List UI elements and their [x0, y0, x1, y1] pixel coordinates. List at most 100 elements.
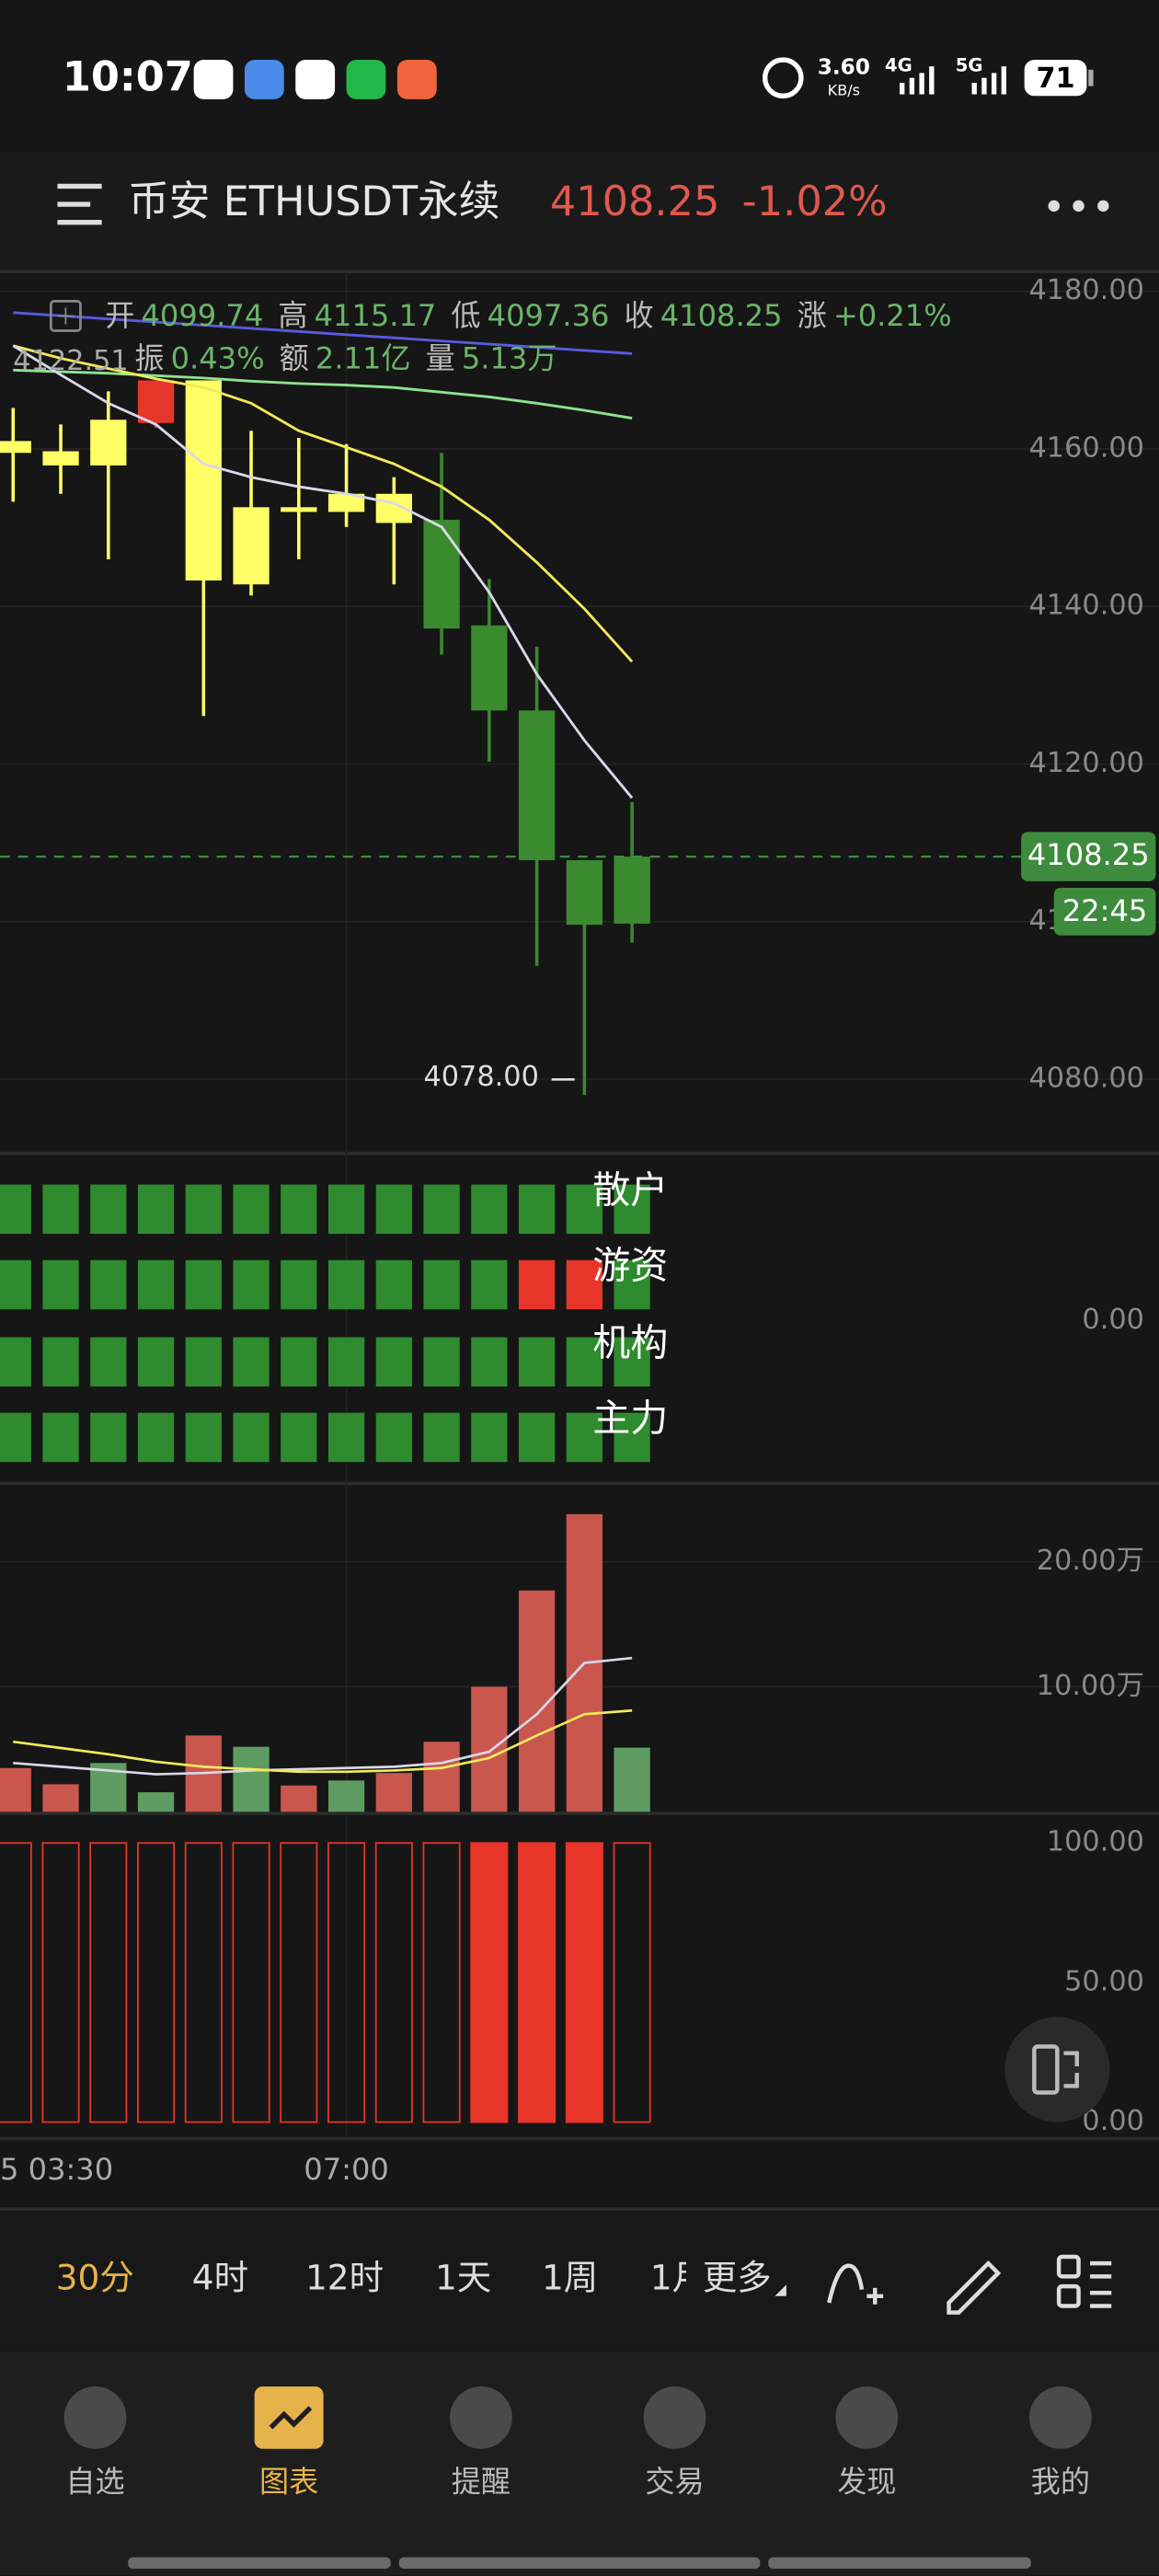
- flow-cell: [281, 1184, 317, 1235]
- stat-value: 5.13万: [462, 341, 557, 376]
- flow-row-label: 主力: [592, 1397, 668, 1441]
- timeframe-tab[interactable]: 1周: [542, 2257, 598, 2297]
- symbol-title[interactable]: 币安 ETHUSDT永续: [128, 178, 499, 225]
- nav-items: 自选 图表 提醒 交易 发现 我的: [63, 2386, 1092, 2499]
- battery-tip: [1088, 69, 1094, 86]
- nav-label[interactable]: 我的: [1031, 2464, 1090, 2499]
- header-bar: [0, 151, 1159, 270]
- stat-value: 4115.17: [315, 298, 437, 333]
- stat-value: 2.11亿: [316, 341, 411, 376]
- y-tick-label: 0.00: [1082, 1304, 1144, 1336]
- volume-bar: [614, 1747, 650, 1812]
- volume-bar: [233, 1746, 270, 1812]
- timeframe-tab[interactable]: 30分: [56, 2257, 134, 2297]
- home-indicator: [128, 2557, 1031, 2570]
- y-tick-label: 4160.00: [1029, 431, 1144, 464]
- flow-cell: [471, 1412, 508, 1463]
- flow-cell: [614, 1337, 650, 1387]
- flow-cell: [90, 1259, 127, 1310]
- header-price: 4108.25: [550, 178, 719, 225]
- draw-button[interactable]: [947, 2260, 1002, 2315]
- more-bg: [686, 2249, 801, 2310]
- flow-cell: [185, 1412, 222, 1463]
- flow-cell: [185, 1184, 222, 1235]
- indicator-button[interactable]: [827, 2263, 865, 2304]
- bottom-nav: [0, 2352, 1159, 2576]
- flow-cell: [518, 1184, 556, 1235]
- countdown: 22:45: [1062, 893, 1148, 928]
- flow-cell: [518, 1412, 556, 1463]
- flow-cell: [90, 1412, 127, 1463]
- nav-icon: [63, 2386, 127, 2449]
- volume-ma-line: [13, 1708, 633, 1774]
- float-icon: [1032, 2044, 1060, 2095]
- overlay: [49, 300, 82, 332]
- nav-label[interactable]: 交易: [645, 2464, 704, 2499]
- candle-body: [185, 380, 222, 581]
- flow-cell: [518, 1337, 556, 1387]
- flow-cell: [327, 1337, 365, 1387]
- header-change: -1.02%: [742, 178, 888, 225]
- timeframe-tab[interactable]: 更多: [703, 2257, 772, 2297]
- ma-overlay-label: 4122.51: [13, 345, 128, 377]
- nav-icon-glyph: [269, 2406, 313, 2430]
- stat-label: 开: [105, 298, 134, 333]
- more-button[interactable]: [1048, 200, 1109, 213]
- candle-body: [614, 857, 650, 924]
- timeframe-tab[interactable]: 4时: [192, 2257, 248, 2297]
- flow-cell: [0, 1184, 31, 1235]
- candle-body: [471, 625, 508, 711]
- volume-bar: [375, 1773, 412, 1812]
- flow-cell: [471, 1337, 508, 1387]
- volume-ma-line: [13, 1656, 633, 1776]
- layout-button[interactable]: [1056, 2254, 1112, 2308]
- flow-cell: [281, 1337, 317, 1387]
- nav-label[interactable]: 发现: [837, 2464, 896, 2499]
- flow-cell: [327, 1412, 365, 1463]
- net-4g: 4G: [885, 55, 912, 76]
- candle-body: [281, 507, 317, 512]
- expand-stats[interactable]: [49, 300, 82, 332]
- stat-label: 量: [426, 341, 455, 376]
- strength-bar: [374, 1842, 413, 2123]
- candle-body: [90, 420, 127, 466]
- nav-label[interactable]: 自选: [65, 2464, 124, 2499]
- countdown-tag: [1053, 888, 1156, 936]
- strength-bar: [613, 1842, 651, 2123]
- flow-cell: [614, 1259, 650, 1310]
- flow-cell: [375, 1412, 412, 1463]
- timeframe-tab[interactable]: 1天: [435, 2257, 491, 2297]
- flow-cell: [137, 1412, 175, 1463]
- flow-cell: [327, 1259, 365, 1310]
- candle-body: [42, 451, 79, 466]
- candle-body: [566, 859, 602, 926]
- flow-cell: [375, 1337, 412, 1387]
- ma-line: [13, 368, 633, 420]
- net-unit: KB/s: [828, 81, 860, 98]
- timeframe-bar: [0, 2211, 1159, 2349]
- candle-body: [518, 710, 556, 860]
- flow-row-label: 游资: [592, 1244, 668, 1288]
- last-price-label: 4108.25: [1027, 837, 1150, 872]
- stat-label: 高: [278, 298, 307, 333]
- signal-4g: [900, 66, 935, 95]
- y-tick-label: 50.00: [1064, 1965, 1144, 1997]
- stat-label: 收: [624, 298, 653, 333]
- timeframe-tab[interactable]: 12时: [305, 2257, 384, 2297]
- flow-cell: [281, 1412, 317, 1463]
- strength-bar: [327, 1842, 366, 2123]
- nav-label[interactable]: 提醒: [452, 2464, 511, 2499]
- flow-cell: [233, 1412, 270, 1463]
- nav-label[interactable]: 图表: [259, 2464, 318, 2499]
- flow-cell: [471, 1184, 508, 1235]
- volume-bar: [281, 1785, 317, 1812]
- flow-cell: [90, 1337, 127, 1387]
- strength-bar: [565, 1842, 603, 2123]
- float-icon: [1063, 2051, 1079, 2088]
- strength-bar: [518, 1842, 557, 2123]
- y-tick-label: 100.00: [1047, 1826, 1144, 1858]
- menu-button[interactable]: [57, 183, 102, 225]
- time-label: 07:00: [304, 2152, 389, 2187]
- flow-cell: [233, 1184, 270, 1235]
